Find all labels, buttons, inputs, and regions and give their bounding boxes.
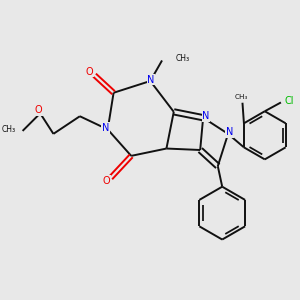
Text: N: N [202, 111, 210, 121]
Text: CH₃: CH₃ [175, 55, 189, 64]
Text: N: N [102, 123, 109, 133]
Text: CH₃: CH₃ [1, 125, 15, 134]
Text: Cl: Cl [284, 96, 294, 106]
Text: O: O [85, 67, 93, 76]
Text: CH₃: CH₃ [234, 94, 248, 100]
Text: N: N [147, 74, 155, 85]
Text: O: O [102, 176, 110, 186]
Text: O: O [35, 105, 43, 116]
Text: N: N [226, 128, 233, 137]
